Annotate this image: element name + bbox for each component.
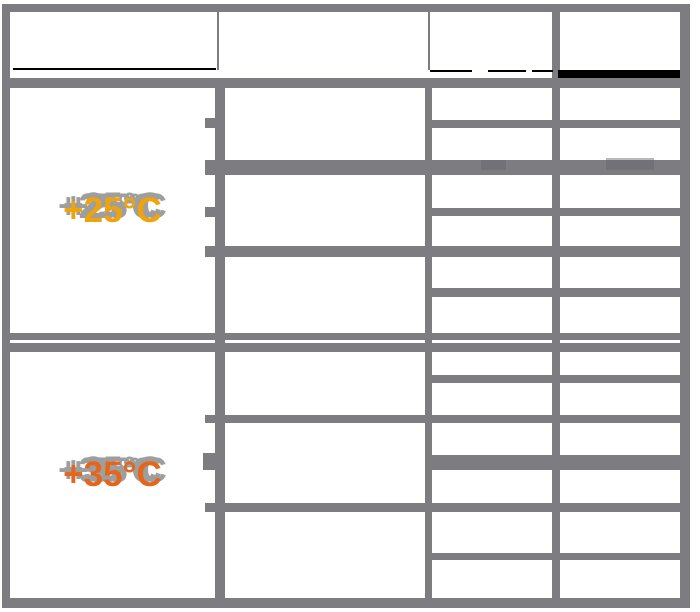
scan-smudge-1 — [481, 160, 506, 170]
divider-tab-top-1 — [205, 118, 215, 128]
border-left — [2, 4, 10, 608]
divider-tab-top-2 — [205, 207, 215, 217]
header-divider-3 — [552, 12, 560, 78]
temperature-label-25: +25°C — [63, 190, 162, 230]
grid-band-bot-2 — [205, 503, 680, 512]
grid-line-top-r1 — [425, 120, 680, 128]
header-cell-2 — [219, 12, 428, 70]
header-underline-col3c — [532, 70, 553, 72]
border-right — [680, 4, 690, 608]
border-top — [2, 4, 690, 12]
header-bottom-band — [2, 78, 690, 88]
divider-tab-bot-1 — [203, 453, 215, 470]
grid-line-bot-r3 — [425, 553, 680, 560]
header-bar-col4 — [558, 70, 680, 80]
grid-band-bot-1 — [205, 415, 680, 423]
border-bottom — [2, 598, 690, 608]
header-divider-2 — [428, 12, 430, 70]
header-underline-col1 — [13, 68, 216, 70]
temperature-cell-35: +35°C — [10, 352, 215, 598]
header-underline-col3b — [488, 70, 526, 72]
grid-band-top-1 — [205, 160, 680, 175]
grid-line-bot-r1 — [425, 375, 680, 383]
grid-line-bot-r2 — [425, 455, 680, 470]
header-cell-3 — [430, 12, 552, 70]
header-cell-4 — [560, 12, 680, 70]
grid-band-top-2 — [205, 246, 680, 257]
section-divider-line — [2, 333, 690, 340]
grid-line-top-r3 — [425, 288, 680, 297]
section-divider-band — [2, 343, 690, 352]
grid-line-top-r2 — [425, 208, 680, 216]
header-cell-1 — [10, 12, 217, 70]
header-divider-1 — [217, 12, 219, 70]
temperature-cell-25: +25°C — [10, 88, 215, 333]
temperature-label-35: +35°C — [63, 455, 162, 494]
scan-smudge-2 — [606, 158, 654, 170]
header-underline-col3a — [430, 70, 472, 72]
